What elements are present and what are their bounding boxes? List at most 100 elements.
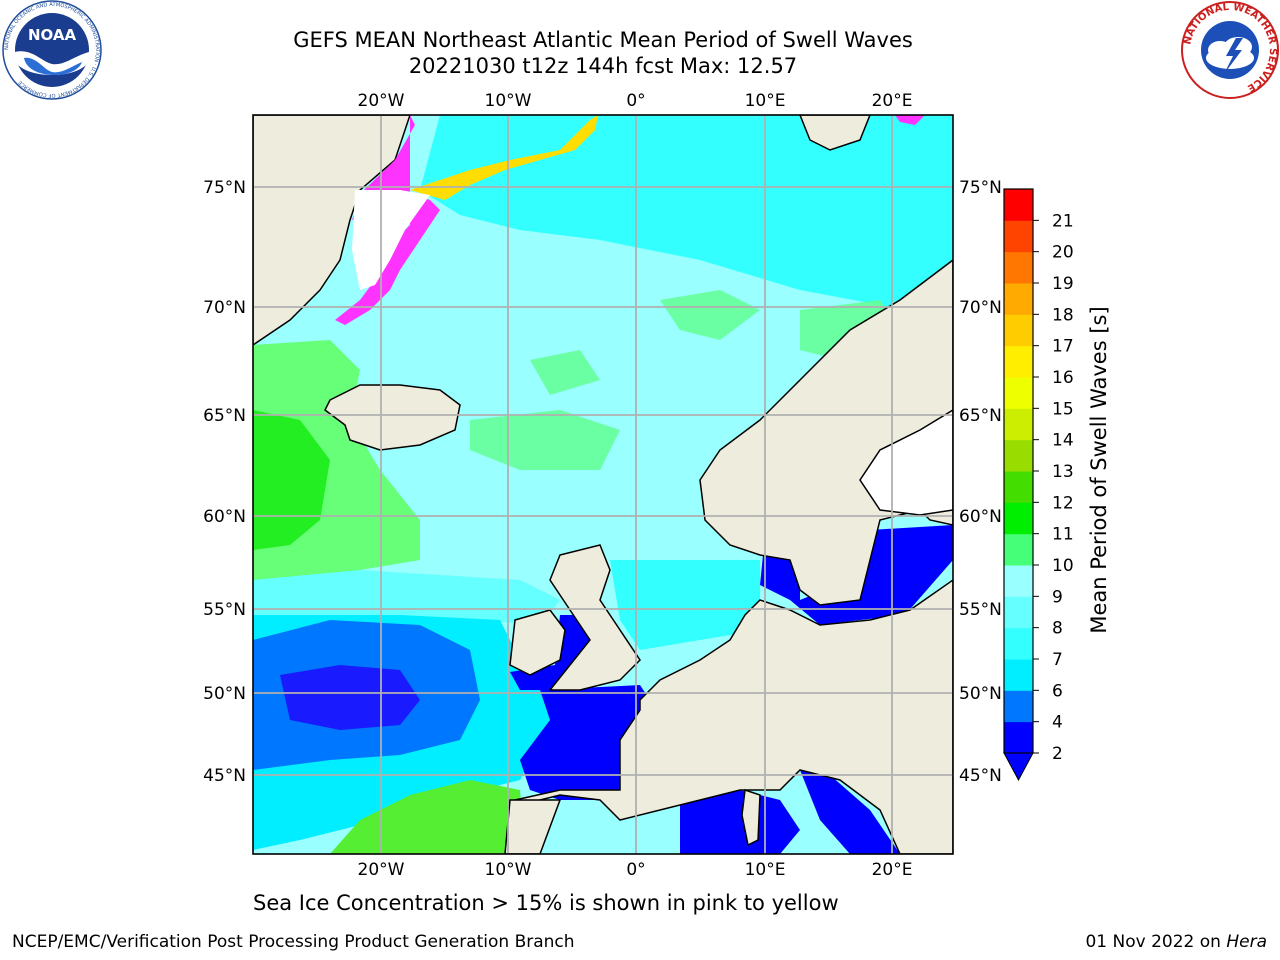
footer-host: Hera <box>1226 932 1267 952</box>
lat-label-left: 55°N <box>203 600 246 620</box>
sea-ice-caption: Sea Ice Concentration > 15% is shown in … <box>253 891 839 915</box>
colorbar-swatch <box>1004 627 1033 660</box>
nws-logo: NATIONAL WEATHER SERVICE <box>1181 1 1279 99</box>
colorbar-tick-label: 14 <box>1052 431 1074 451</box>
colorbar-tick-label: 20 <box>1052 243 1074 263</box>
colorbar-swatch <box>1004 533 1033 566</box>
colorbar-tick-label: 10 <box>1052 556 1074 576</box>
band-9-10s-patches <box>470 290 900 470</box>
lon-label-top: 10°W <box>485 91 532 111</box>
colorbar-swatch <box>1004 189 1033 221</box>
colorbar-tick-label: 17 <box>1052 337 1074 357</box>
chart-title-line-2: 20221030 t12z 144h fcst Max: 12.57 <box>408 54 798 78</box>
colorbar-swatch <box>1004 439 1033 472</box>
lat-label-right: 55°N <box>959 600 1002 620</box>
colorbar-swatch <box>1004 283 1033 315</box>
colorbar-swatch <box>1004 251 1033 284</box>
sea-ice-edge-pink <box>335 115 440 325</box>
colorbar-tick-label: 7 <box>1052 650 1063 670</box>
lat-label-right: 65°N <box>959 406 1002 426</box>
greenland-land <box>253 115 411 346</box>
band-below-2s-biscay <box>520 685 650 800</box>
colorbar-tick-label: 13 <box>1052 462 1074 482</box>
colorbar: 2 4 6 7 8 9 10 11 12 13 14 15 16 17 18 19 20 21 Mean Peri… <box>1003 188 1111 782</box>
lat-label-right: 60°N <box>959 507 1002 527</box>
colorbar-tick-label: 12 <box>1052 493 1074 513</box>
map-frame <box>252 114 954 855</box>
lon-label-top: 10°E <box>745 91 786 111</box>
lon-label-bottom: 20°W <box>358 860 405 880</box>
colorbar-ticks: 2 4 6 7 8 9 10 11 12 13 14 15 16 17 18 19 20 21 <box>1033 211 1074 764</box>
colorbar-tick-label: 15 <box>1052 399 1074 419</box>
lat-label-right: 75°N <box>959 178 1002 198</box>
colorbar-tick-label: 2 <box>1052 744 1063 764</box>
colorbar-tick-label: 8 <box>1052 619 1063 639</box>
footer-date: 01 Nov 2022 on Hera <box>1085 931 1267 953</box>
lon-label-bottom: 20°E <box>872 860 913 880</box>
finland-inner-white <box>859 409 953 516</box>
lon-label-top: 20°E <box>872 91 913 111</box>
sea-ice <box>335 115 925 325</box>
lat-label-left: 45°N <box>203 766 246 786</box>
colorbar-swatch <box>1004 596 1033 629</box>
lat-label-left: 65°N <box>203 406 246 426</box>
land-masses <box>253 115 953 854</box>
colorbar-swatch <box>1004 471 1033 503</box>
map-area <box>253 115 953 854</box>
lon-label-bottom: 10°E <box>745 860 786 880</box>
noaa-wordmark: NOAA <box>28 26 77 44</box>
colorbar-swatch <box>1004 314 1033 347</box>
colorbar-tick-label: 9 <box>1052 587 1063 607</box>
colorbar-tick-label: 6 <box>1052 681 1063 701</box>
colorbar-swatch <box>1004 220 1033 253</box>
svalbard-land <box>799 115 871 151</box>
colorbar-tick-label: 4 <box>1052 713 1063 733</box>
lat-label-left: 60°N <box>203 507 246 527</box>
swell-period-field <box>253 115 953 854</box>
sea-ice-white-greenland <box>352 190 430 290</box>
sardinia-corsica-land <box>741 788 761 847</box>
colorbar-swatch <box>1004 659 1033 691</box>
colorbar-swatch <box>1004 345 1033 378</box>
graticule <box>253 115 953 854</box>
colorbar-swatch <box>1004 502 1033 535</box>
band-11-12s-west <box>253 410 330 550</box>
colorbar-tick-label: 18 <box>1052 305 1074 325</box>
colorbar-label: Mean Period of Swell Waves [s] <box>1087 306 1111 633</box>
colorbar-tick-label: 11 <box>1052 525 1074 545</box>
lon-label-bottom: 0° <box>626 860 645 880</box>
footer-date-text: 01 Nov 2022 on <box>1085 932 1227 952</box>
colorbar-extend-min-triangle <box>1003 752 1034 782</box>
lat-label-right: 50°N <box>959 684 1002 704</box>
band-10-12s-south <box>330 780 525 854</box>
colorbar-tick-label: 21 <box>1052 211 1074 231</box>
chart-title-line-1: GEFS MEAN Northeast Atlantic Mean Period… <box>293 28 913 52</box>
colorbar-swatches <box>1004 189 1033 754</box>
lon-label-bottom: 10°W <box>485 860 532 880</box>
sea-ice-svalbard-pink <box>895 115 925 125</box>
footer-credit: NCEP/EMC/Verification Post Processing Pr… <box>12 932 575 952</box>
lat-label-left: 50°N <box>203 684 246 704</box>
lat-label-right: 70°N <box>959 298 1002 318</box>
band-6-7s-north <box>420 115 953 330</box>
iberia-west-land <box>504 799 562 854</box>
lon-label-top: 20°W <box>358 91 405 111</box>
band-below-2s-core <box>280 665 420 730</box>
colorbar-swatch <box>1004 565 1033 597</box>
colorbar-tick-label: 19 <box>1052 274 1074 294</box>
colorbar-swatch <box>1004 690 1033 723</box>
band-8-9s-mid <box>253 570 560 625</box>
ireland-land <box>509 609 566 676</box>
colorbar-swatch <box>1004 721 1033 754</box>
britain-land <box>548 544 641 691</box>
lat-label-right: 45°N <box>959 766 1002 786</box>
noaa-logo: NATIONAL OCEANIC AND ATMOSPHERIC ADMINIS… <box>2 0 102 100</box>
band-6-7s-channel <box>610 560 760 650</box>
lon-label-top: 0° <box>626 91 645 111</box>
lat-label-left: 75°N <box>203 178 246 198</box>
colorbar-tick-label: 16 <box>1052 368 1074 388</box>
colorbar-swatch <box>1004 377 1033 409</box>
lat-label-left: 70°N <box>203 298 246 318</box>
iceland-land <box>324 384 461 451</box>
